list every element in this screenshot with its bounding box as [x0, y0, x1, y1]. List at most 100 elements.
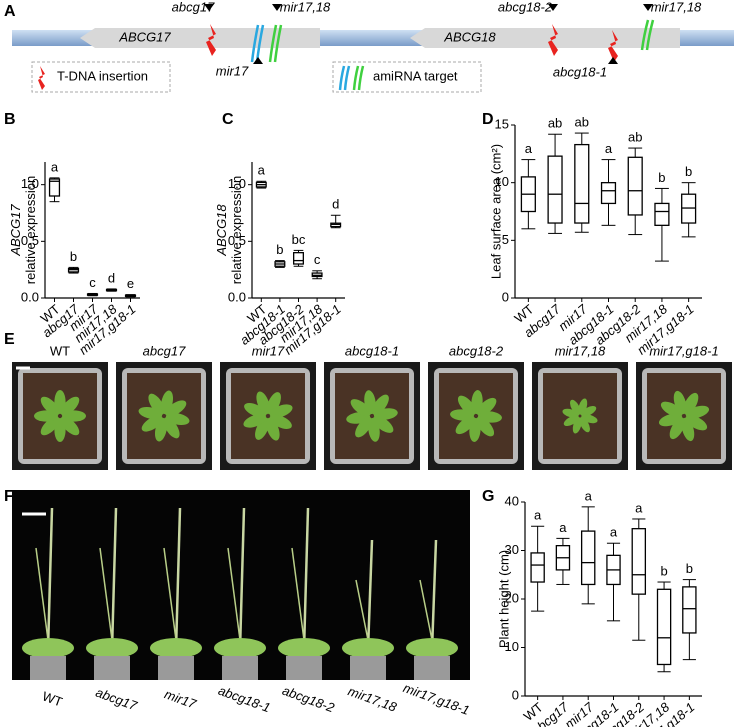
leaf — [373, 415, 394, 433]
significance-letter: ab — [548, 116, 562, 131]
significance-letter: c — [89, 275, 96, 290]
box — [600, 182, 617, 205]
leaf — [269, 414, 292, 429]
mutant-label: mir17,18 — [280, 0, 331, 14]
photo-label: abcg17 — [94, 685, 140, 714]
leaves — [86, 638, 138, 658]
leaf — [579, 416, 590, 433]
legend-icon — [338, 65, 351, 91]
photo-label: mir17,g18-1 — [401, 680, 471, 718]
y-tick-label: 0 — [502, 289, 509, 304]
pot — [414, 656, 450, 680]
significance-letter: ab — [628, 130, 642, 145]
box — [547, 155, 563, 224]
leaf — [669, 417, 685, 440]
leaf — [165, 412, 190, 426]
soil — [439, 373, 513, 459]
box — [631, 528, 647, 595]
leaf — [580, 406, 597, 417]
photo-label: WT — [40, 688, 64, 709]
tdna-mark — [608, 30, 618, 62]
y-axis-label: ABCG18 — [214, 204, 229, 257]
panel-label: A — [4, 3, 16, 20]
photo-label: abcg17 — [143, 343, 186, 358]
leaf — [165, 400, 187, 417]
mutant-label: mir17,18 — [651, 0, 702, 14]
stem — [302, 507, 310, 651]
stem — [366, 539, 374, 651]
leaf — [243, 414, 267, 428]
legend-box — [332, 61, 482, 93]
box — [656, 588, 672, 666]
panel-label: C — [222, 111, 234, 128]
stem — [238, 507, 246, 651]
leaf — [371, 394, 389, 415]
y-axis-label: relative expression — [23, 176, 38, 284]
leaves — [22, 638, 74, 658]
box — [627, 156, 643, 216]
leaf — [355, 417, 373, 438]
leaves — [342, 638, 394, 658]
y-tick-label: 15 — [495, 116, 509, 131]
y-tick-label: 20 — [505, 590, 519, 605]
soil — [127, 373, 201, 459]
leaf — [350, 399, 371, 417]
box — [293, 252, 304, 265]
y-tick-label: 1.0 — [21, 176, 39, 191]
triangle — [253, 57, 263, 64]
soil — [647, 373, 721, 459]
y-axis-label: Leaf surface area (cm²) — [488, 144, 503, 279]
leaf — [685, 415, 708, 431]
box — [48, 178, 61, 197]
stem — [227, 547, 241, 641]
target-mark — [640, 19, 655, 51]
mutant-label: abcg18-2 — [498, 0, 553, 14]
tdna-mark — [206, 24, 216, 56]
leaf — [563, 415, 580, 426]
leaves — [150, 638, 202, 658]
stem — [174, 507, 182, 651]
leaf — [255, 417, 270, 440]
leaf — [60, 416, 80, 436]
mutant-label: abcg18-1 — [553, 64, 607, 79]
significance-letter: b — [686, 561, 693, 576]
pot — [94, 656, 130, 680]
legend-text: amiRNA target — [373, 68, 458, 83]
legend-icon — [38, 66, 45, 90]
leaf — [570, 399, 581, 416]
significance-letter: a — [51, 159, 59, 174]
panel-label: F — [4, 488, 14, 505]
leaf — [40, 396, 60, 416]
photo-label: abcg18-2 — [449, 343, 504, 358]
triangle — [204, 4, 214, 11]
box — [682, 586, 697, 634]
legend-box — [31, 61, 171, 93]
leaf — [141, 415, 163, 432]
soil — [335, 373, 409, 459]
gene-name: ABCG18 — [443, 29, 496, 44]
significance-letter: d — [108, 270, 115, 285]
significance-letter: ab — [575, 115, 589, 130]
leaf — [244, 403, 267, 418]
leaf — [658, 413, 683, 427]
leaf — [673, 390, 687, 415]
pot — [30, 656, 66, 680]
box — [580, 530, 596, 586]
box — [574, 143, 590, 224]
triangle — [272, 4, 282, 11]
significance-letter: a — [258, 163, 266, 178]
mutant-label: mir17 — [216, 63, 249, 78]
leaf — [269, 404, 293, 418]
legend-icon — [352, 65, 365, 91]
box — [654, 202, 670, 226]
y-axis-label: ABCG17 — [8, 204, 23, 257]
significance-letter: b — [685, 164, 692, 179]
leaves — [214, 638, 266, 658]
y-tick-label: 5 — [502, 232, 509, 247]
triangle — [608, 57, 618, 64]
leaf — [681, 417, 695, 442]
significance-letter: a — [610, 525, 618, 540]
significance-letter: b — [70, 249, 77, 264]
triangle — [548, 4, 558, 11]
